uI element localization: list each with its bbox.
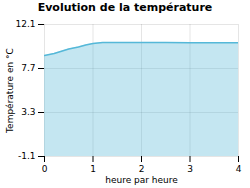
svg-text:-1.1: -1.1 [18, 151, 36, 161]
svg-text:4: 4 [236, 164, 242, 174]
svg-text:3: 3 [187, 164, 193, 174]
svg-text:3.3: 3.3 [21, 107, 35, 117]
svg-text:heure par heure: heure par heure [105, 175, 178, 185]
html-text:Evolution de la température: Evolution de la température [37, 1, 213, 14]
svg-text:12.1: 12.1 [15, 19, 35, 29]
svg-text:1: 1 [90, 164, 96, 174]
svg-text:Température en °C: Température en °C [5, 48, 15, 134]
svg-text:2: 2 [139, 164, 145, 174]
svg-text:0: 0 [42, 164, 48, 174]
svg-text:7.7: 7.7 [21, 63, 35, 73]
